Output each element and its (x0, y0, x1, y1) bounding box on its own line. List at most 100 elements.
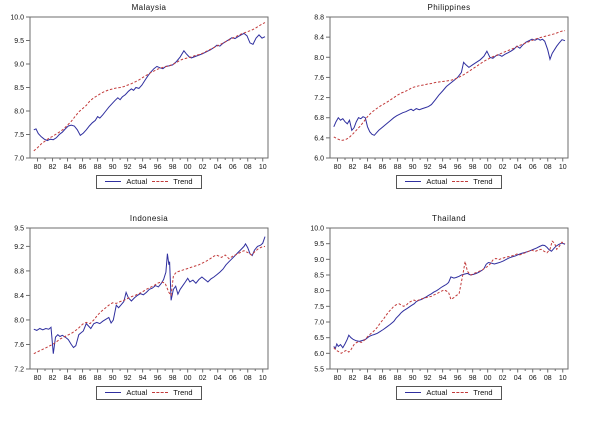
x-tick-label: 88 (94, 375, 102, 382)
legend-box: Actual Trend (96, 386, 202, 400)
x-tick-label: 88 (94, 164, 102, 171)
x-tick-label: 92 (424, 164, 432, 171)
x-tick-label: 94 (439, 375, 447, 382)
plot-box (329, 16, 569, 159)
x-tick-label: 00 (184, 164, 192, 171)
x-tick-label: 98 (169, 164, 177, 171)
y-tick-label: 8.0 (14, 109, 24, 116)
chart-title-thailand: Thailand (432, 214, 466, 223)
chart-title-malaysia: Malaysia (131, 3, 167, 12)
chart-panel-philippines: Philippines 6.0 6.4 6.8 7.2 7.6 8.0 8.4 8.8 80 82… (300, 0, 600, 211)
trend-line-sample (452, 392, 469, 394)
x-tick-label: 04 (214, 164, 222, 171)
x-tick-label: 06 (529, 375, 537, 382)
actual-line-sample (405, 392, 422, 394)
x-tick-label: 94 (139, 164, 147, 171)
y-tick-label: 9.5 (14, 226, 24, 233)
x-tick-label: 82 (49, 375, 57, 382)
legend-label-actual: Actual (126, 388, 148, 397)
x-tick-label: 06 (529, 164, 537, 171)
x-tick-label: 82 (349, 375, 357, 382)
legend-label-trend: Trend (173, 388, 193, 397)
x-tick-label: 08 (244, 164, 252, 171)
legend-label-trend: Trend (473, 177, 493, 186)
y-tick-label: 9.5 (14, 38, 24, 45)
x-tick-label: 86 (379, 164, 387, 171)
y-tick-label: 6.5 (314, 335, 324, 342)
x-tick-label: 84 (64, 164, 72, 171)
y-tick-label: 8.5 (314, 273, 324, 280)
plot-box (29, 227, 269, 370)
legend-box: Actual Trend (96, 175, 202, 189)
y-tick-label: 8.5 (14, 85, 24, 92)
y-tick-label: 7.6 (314, 75, 324, 82)
x-tick-label: 98 (469, 164, 477, 171)
plot-box (329, 227, 569, 370)
legend-label-trend: Trend (473, 388, 493, 397)
y-tick-label: 9.5 (314, 241, 324, 248)
x-tick-label: 00 (484, 164, 492, 171)
plot-thailand: 5.5 6.0 6.5 7.0 7.5 8.0 8.5 9.0 9.5 10.0 80 82 84 86 8… (310, 226, 569, 382)
x-tick-label: 88 (394, 375, 402, 382)
x-tick-label: 02 (199, 164, 207, 171)
legend-box: Actual Trend (396, 386, 502, 400)
x-tick-label: 10 (259, 375, 267, 382)
y-tick-label: 5.5 (314, 367, 324, 374)
x-tick-label: 10 (559, 164, 567, 171)
x-tick-label: 98 (469, 375, 477, 382)
y-tick-label: 9.2 (14, 244, 24, 251)
x-tick-label: 94 (439, 164, 447, 171)
y-tick-label: 8.8 (14, 268, 24, 275)
chart-title-philippines: Philippines (427, 3, 471, 12)
x-tick-label: 84 (64, 375, 72, 382)
series-line-trend (333, 240, 566, 354)
x-tick-label: 96 (154, 375, 162, 382)
x-tick-label: 04 (514, 375, 522, 382)
actual-line-sample (405, 181, 422, 183)
chart-panel-thailand: Thailand 5.5 6.0 6.5 7.0 7.5 8.0 8.5 9.0 9.5 10.0… (300, 211, 600, 422)
x-tick-label: 82 (49, 164, 57, 171)
y-tick-label: 6.4 (314, 135, 324, 142)
legend-box: Actual Trend (396, 175, 502, 189)
x-tick-label: 96 (454, 164, 462, 171)
chart-panel-indonesia: Indonesia 7.2 7.6 8.0 8.4 8.8 9.2 9.5 80 82 84 86 8… (0, 211, 300, 422)
y-tick-label: 7.0 (314, 320, 324, 327)
y-tick-label: 8.4 (14, 293, 24, 300)
x-tick-label: 90 (409, 164, 417, 171)
y-tick-label: 6.0 (314, 156, 324, 163)
x-tick-label: 86 (79, 164, 87, 171)
x-tick-label: 92 (424, 375, 432, 382)
trend-line-sample (152, 181, 169, 183)
y-tick-label: 7.5 (14, 132, 24, 139)
x-tick-label: 92 (124, 375, 132, 382)
actual-line-sample (105, 181, 122, 183)
y-tick-label: 7.2 (314, 95, 324, 102)
x-tick-label: 90 (109, 164, 117, 171)
legend-label-actual: Actual (426, 177, 448, 186)
series-line-trend (333, 30, 566, 141)
trend-line-sample (452, 181, 469, 183)
plot-philippines: 6.0 6.4 6.8 7.2 7.6 8.0 8.4 8.8 80 82 84 86 88 90 92 94… (314, 15, 569, 171)
x-tick-label: 08 (544, 164, 552, 171)
series-line-trend (33, 22, 266, 152)
y-tick-label: 6.8 (314, 115, 324, 122)
x-tick-label: 92 (124, 164, 132, 171)
y-tick-label: 10.0 (310, 226, 324, 233)
y-tick-label: 7.0 (14, 156, 24, 163)
y-tick-label: 6.0 (314, 351, 324, 358)
x-tick-label: 10 (559, 375, 567, 382)
y-tick-label: 8.0 (314, 288, 324, 295)
series-line-trend (33, 245, 266, 355)
x-tick-label: 08 (244, 375, 252, 382)
y-tick-label: 8.8 (314, 15, 324, 22)
chart-panel-malaysia: Malaysia 7.0 7.5 8.0 8.5 9.0 9.5 10.0 80 82 84 86 8… (0, 0, 300, 211)
legend-label-actual: Actual (126, 177, 148, 186)
x-tick-label: 00 (484, 375, 492, 382)
series-line-actual (333, 242, 566, 350)
x-tick-label: 80 (34, 375, 42, 382)
y-tick-label: 7.6 (14, 342, 24, 349)
x-tick-label: 06 (229, 375, 237, 382)
actual-line-sample (105, 392, 122, 394)
x-tick-label: 00 (184, 375, 192, 382)
